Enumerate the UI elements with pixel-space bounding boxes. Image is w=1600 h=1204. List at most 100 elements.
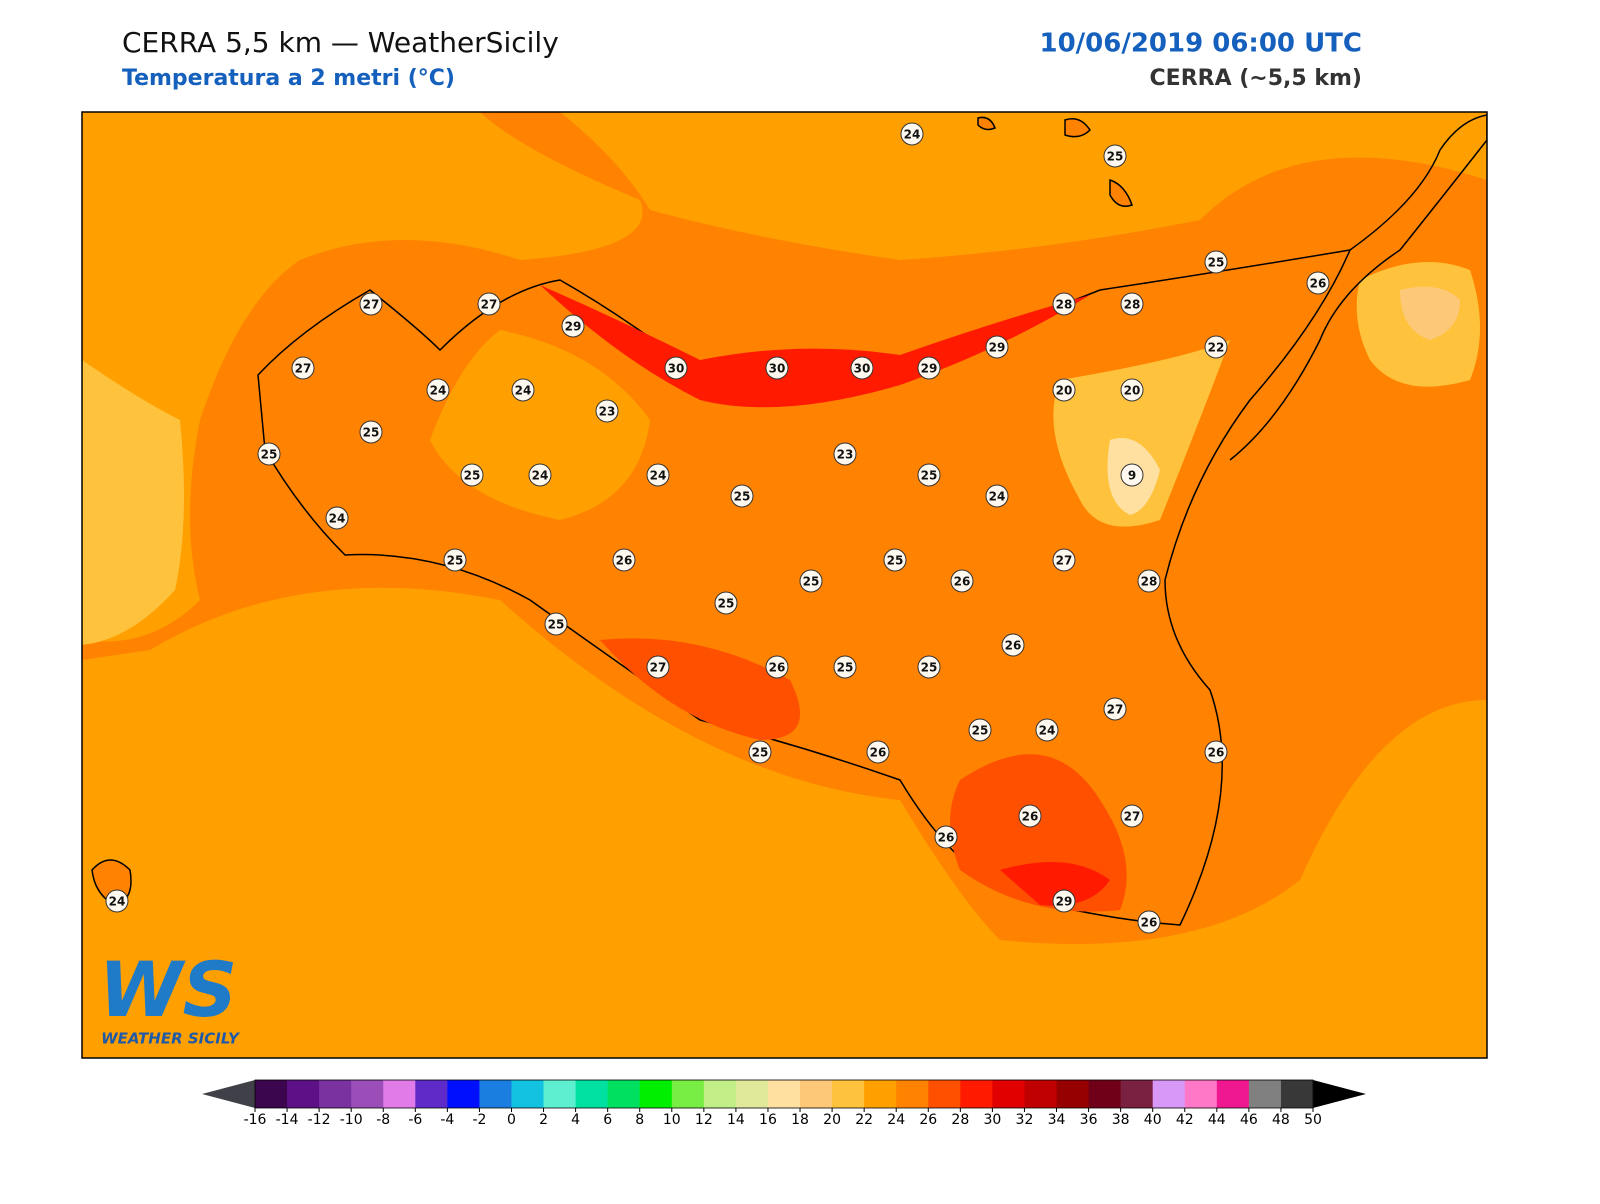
- station-marker: [1306, 271, 1330, 295]
- station-marker: [833, 655, 857, 679]
- station-marker: [900, 122, 924, 146]
- station-marker: [1103, 697, 1127, 721]
- station-marker: [664, 356, 688, 380]
- station-value: 26: [1208, 746, 1225, 760]
- station-marker: [833, 442, 857, 466]
- station-value: 25: [447, 554, 464, 568]
- colorbar-swatch: [703, 1080, 737, 1108]
- station-marker: [934, 825, 958, 849]
- station-value: 26: [769, 661, 786, 675]
- colorbar-swatch: [1024, 1080, 1058, 1108]
- colorbar-tick-label: 34: [1048, 1112, 1066, 1128]
- colorbar-tick-label: -6: [408, 1112, 422, 1128]
- station-marker: [1137, 569, 1161, 593]
- station-value: 24: [904, 128, 921, 142]
- colorbar-tick-label: 18: [791, 1112, 809, 1128]
- station-marker: [291, 356, 315, 380]
- colorbar-tick-label: 2: [539, 1112, 548, 1128]
- station-marker: [561, 314, 585, 338]
- station-marker: [443, 548, 467, 572]
- station-value: 24: [515, 384, 532, 398]
- colorbar-tick-label: 16: [759, 1112, 777, 1128]
- station-marker: [1120, 292, 1144, 316]
- colorbar-tick-label: 38: [1112, 1112, 1130, 1128]
- colorbar-tick-label: 44: [1208, 1112, 1226, 1128]
- colorbar-tick-label: 36: [1080, 1112, 1098, 1128]
- colorbar-swatch: [864, 1080, 897, 1108]
- station-value: 27: [1107, 703, 1124, 717]
- colorbar-swatch: [575, 1080, 609, 1108]
- colorbar-tick-label: 8: [635, 1112, 644, 1128]
- colorbar-tick-label: 14: [727, 1112, 745, 1128]
- station-marker: [866, 740, 890, 764]
- station-value: 27: [1056, 554, 1073, 568]
- colorbar-tick-label: -14: [276, 1112, 299, 1128]
- colorbar-tick-label: -4: [440, 1112, 454, 1128]
- colorbar-tick-label: 4: [571, 1112, 580, 1128]
- colorbar-swatch: [351, 1080, 384, 1108]
- station-marker: [1204, 740, 1228, 764]
- station-value: 26: [1022, 810, 1039, 824]
- station-value: 27: [481, 298, 498, 312]
- station-marker: [850, 356, 874, 380]
- field-28: [1000, 862, 1110, 906]
- station-value: 25: [363, 426, 380, 440]
- field-22: [82, 587, 1487, 1058]
- colorbar-under: [202, 1080, 255, 1108]
- station-marker: [595, 399, 619, 423]
- title: CERRA 5,5 km — WeatherSicily: [122, 26, 559, 59]
- station-value: 30: [854, 362, 871, 376]
- station-value: 27: [650, 661, 667, 675]
- colorbar-tick-label: 40: [1144, 1112, 1162, 1128]
- station-marker: [765, 655, 789, 679]
- station-marker: [968, 718, 992, 742]
- colorbar-tick-label: 24: [887, 1112, 905, 1128]
- colorbar-swatch: [1120, 1080, 1154, 1108]
- station-value: 25: [921, 661, 938, 675]
- colorbar-swatch: [735, 1080, 769, 1108]
- station-value: 29: [989, 341, 1006, 355]
- colorbar-tick-label: 12: [695, 1112, 713, 1128]
- colorbar-swatch: [1152, 1080, 1186, 1108]
- colorbar-swatch: [1088, 1080, 1122, 1108]
- colorbar-swatch: [767, 1080, 801, 1108]
- colorbar-swatch: [1184, 1080, 1218, 1108]
- colorbar-tick-label: 42: [1176, 1112, 1194, 1128]
- station-value: 26: [1005, 639, 1022, 653]
- station-value: 24: [650, 469, 667, 483]
- field-18: [1400, 286, 1460, 340]
- colorbar-over: [1313, 1080, 1366, 1108]
- station-marker: [359, 292, 383, 316]
- colorbar-swatch: [1280, 1080, 1314, 1108]
- datetime: 10/06/2019 06:00 UTC: [1039, 29, 1362, 59]
- colorbar-swatch: [1056, 1080, 1090, 1108]
- colorbar-swatch: [319, 1080, 352, 1108]
- station-value: 27: [363, 298, 380, 312]
- station-marker: [426, 378, 450, 402]
- station-value: 23: [599, 405, 616, 419]
- colorbar-swatch: [479, 1080, 512, 1108]
- station-marker: [460, 463, 484, 487]
- station-value: 25: [1208, 256, 1225, 270]
- colorbar-swatch: [543, 1080, 577, 1108]
- station-marker: [1120, 378, 1144, 402]
- colorbar-tick-label: 30: [983, 1112, 1001, 1128]
- colorbar-tick-label: -8: [376, 1112, 390, 1128]
- station-value: 30: [668, 362, 685, 376]
- station-value: 28: [1124, 298, 1141, 312]
- logo-mark: WS: [99, 945, 238, 1034]
- colorbar-swatch: [255, 1080, 288, 1108]
- field-20: [1053, 340, 1230, 527]
- station-marker: [1120, 463, 1144, 487]
- station-marker: [528, 463, 552, 487]
- station-value: 24: [989, 490, 1006, 504]
- colorbar-tick-label: 6: [603, 1112, 612, 1128]
- station-value: 25: [261, 448, 278, 462]
- station-value: 23: [837, 448, 854, 462]
- station-value: 22: [1208, 341, 1225, 355]
- subtitle: Temperatura a 2 metri (°C): [122, 66, 455, 91]
- station-value: 25: [718, 597, 735, 611]
- station-value: 24: [329, 512, 346, 526]
- station-marker: [1204, 335, 1228, 359]
